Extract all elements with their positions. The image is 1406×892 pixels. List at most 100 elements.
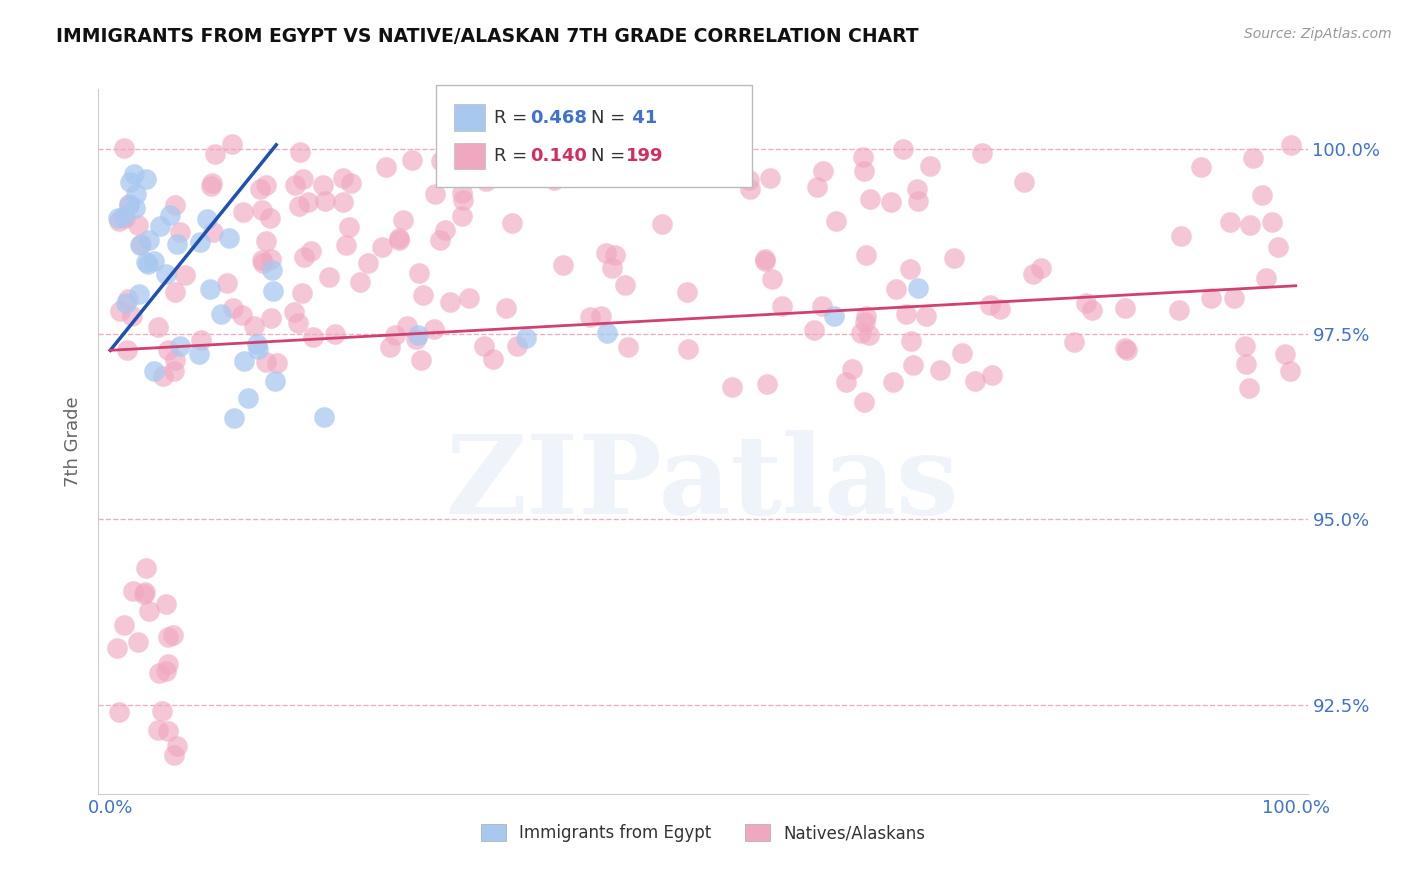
Point xyxy=(898,262,921,277)
Point xyxy=(129,237,152,252)
Point xyxy=(928,363,950,377)
Point xyxy=(1074,295,1097,310)
Point xyxy=(721,380,744,394)
Point xyxy=(1114,301,1136,316)
Point xyxy=(823,309,845,323)
Point xyxy=(595,246,617,260)
Text: 199: 199 xyxy=(626,147,664,165)
Point xyxy=(138,233,160,247)
Point xyxy=(591,310,613,324)
Point xyxy=(357,256,380,270)
Point xyxy=(918,159,941,173)
Text: N =: N = xyxy=(591,109,630,127)
Point xyxy=(411,353,433,368)
Point xyxy=(127,634,149,648)
Point xyxy=(252,203,274,218)
Point xyxy=(340,177,363,191)
Point xyxy=(232,354,254,368)
Point xyxy=(115,343,138,358)
Point xyxy=(901,358,924,372)
Point xyxy=(314,409,336,424)
Point xyxy=(125,186,148,201)
Point xyxy=(292,250,315,264)
Point xyxy=(600,260,623,275)
Point xyxy=(1274,347,1296,361)
Point xyxy=(825,214,848,228)
Point xyxy=(155,598,177,612)
Point xyxy=(218,231,240,245)
Point xyxy=(247,342,270,356)
Point xyxy=(165,352,187,367)
Point xyxy=(332,195,354,210)
Point xyxy=(596,326,619,340)
Point xyxy=(165,198,187,212)
Point xyxy=(166,739,188,753)
Point xyxy=(292,171,315,186)
Point xyxy=(288,199,311,213)
Point xyxy=(204,147,226,161)
Point xyxy=(651,218,673,232)
Point xyxy=(475,174,498,188)
Point xyxy=(603,248,626,262)
Point xyxy=(761,272,783,286)
Point xyxy=(1278,364,1301,378)
Point xyxy=(249,182,271,196)
Point xyxy=(291,286,314,301)
Point xyxy=(254,355,277,369)
Point xyxy=(162,628,184,642)
Point xyxy=(446,154,468,169)
Point xyxy=(882,375,904,389)
Text: R =: R = xyxy=(494,109,533,127)
Point xyxy=(318,270,340,285)
Point xyxy=(254,234,277,248)
Point xyxy=(121,583,143,598)
Point xyxy=(107,211,129,225)
Text: 0.468: 0.468 xyxy=(530,109,588,127)
Point xyxy=(853,315,876,329)
Point xyxy=(738,172,761,186)
Legend: Immigrants from Egypt, Natives/Alaskans: Immigrants from Egypt, Natives/Alaskans xyxy=(474,817,932,849)
Point xyxy=(1267,239,1289,253)
Point xyxy=(579,310,602,324)
Point xyxy=(401,153,423,167)
Point xyxy=(114,296,136,310)
Point xyxy=(262,284,284,298)
Point xyxy=(859,192,882,206)
Point xyxy=(472,339,495,353)
Point xyxy=(1279,138,1302,153)
Point xyxy=(905,181,928,195)
Point xyxy=(880,195,903,210)
Point xyxy=(1114,342,1136,356)
Point xyxy=(283,305,305,319)
Point xyxy=(156,724,179,739)
Point xyxy=(754,254,776,268)
Point xyxy=(302,330,325,344)
Point xyxy=(1022,267,1045,281)
Point xyxy=(299,244,322,258)
Point xyxy=(481,352,503,367)
Point xyxy=(135,255,157,269)
Point xyxy=(266,356,288,370)
Point xyxy=(243,319,266,334)
Point xyxy=(907,281,929,295)
Point xyxy=(221,136,243,151)
Point xyxy=(506,339,529,353)
Point xyxy=(852,164,875,178)
Point xyxy=(375,160,398,174)
Point xyxy=(155,267,177,281)
Point xyxy=(811,299,834,313)
Point xyxy=(439,295,461,310)
Point xyxy=(166,237,188,252)
Point xyxy=(979,298,1001,312)
Point xyxy=(112,209,135,223)
Point xyxy=(135,172,157,186)
Point xyxy=(451,186,474,200)
Point xyxy=(236,391,259,405)
Text: R =: R = xyxy=(494,147,533,165)
Point xyxy=(900,334,922,348)
Text: 0.140: 0.140 xyxy=(530,147,586,165)
Point xyxy=(858,328,880,343)
Point xyxy=(148,319,170,334)
Point xyxy=(129,236,152,251)
Point xyxy=(412,288,434,302)
